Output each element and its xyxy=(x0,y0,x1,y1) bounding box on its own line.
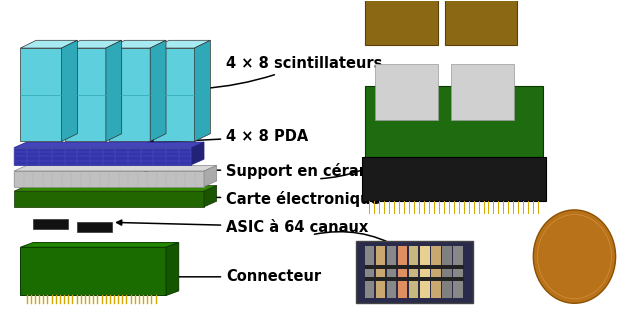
Bar xyxy=(356,241,473,303)
Bar xyxy=(398,246,408,298)
Text: 4 × 8 scintillateurs: 4 × 8 scintillateurs xyxy=(129,56,383,89)
Text: Carte électronique: Carte électronique xyxy=(142,191,381,207)
Polygon shape xyxy=(20,40,78,48)
Bar xyxy=(366,0,438,45)
Text: Connecteur: Connecteur xyxy=(139,269,321,284)
Bar xyxy=(363,157,546,201)
Polygon shape xyxy=(14,191,204,207)
Bar xyxy=(365,246,374,298)
Polygon shape xyxy=(14,171,204,187)
Bar xyxy=(365,277,464,281)
Bar xyxy=(33,219,68,229)
Polygon shape xyxy=(204,186,217,207)
Polygon shape xyxy=(14,148,191,165)
Bar xyxy=(451,64,515,120)
Bar xyxy=(442,246,452,298)
Text: ASIC à 64 canaux: ASIC à 64 canaux xyxy=(116,219,368,235)
Bar xyxy=(420,246,429,298)
Polygon shape xyxy=(150,40,166,141)
Polygon shape xyxy=(20,243,179,247)
Polygon shape xyxy=(65,48,106,141)
Bar xyxy=(387,246,396,298)
Polygon shape xyxy=(166,243,179,295)
Polygon shape xyxy=(14,165,217,171)
Bar xyxy=(445,0,518,45)
Polygon shape xyxy=(65,40,121,48)
Bar xyxy=(376,246,385,298)
Polygon shape xyxy=(153,48,195,141)
Polygon shape xyxy=(195,40,211,141)
Text: Support en céramique: Support en céramique xyxy=(142,163,410,179)
Bar xyxy=(365,265,464,269)
Polygon shape xyxy=(109,48,150,141)
Ellipse shape xyxy=(534,210,616,303)
Polygon shape xyxy=(62,40,78,141)
Text: 4 × 8 PDA: 4 × 8 PDA xyxy=(148,129,308,145)
Polygon shape xyxy=(153,40,211,48)
Polygon shape xyxy=(14,186,217,191)
Bar xyxy=(78,222,112,232)
Bar xyxy=(453,246,463,298)
Polygon shape xyxy=(109,40,166,48)
Polygon shape xyxy=(106,40,121,141)
Polygon shape xyxy=(204,165,217,187)
Bar xyxy=(375,64,438,120)
Polygon shape xyxy=(14,142,204,148)
Polygon shape xyxy=(191,142,204,165)
Bar xyxy=(366,86,543,163)
Polygon shape xyxy=(20,247,166,295)
Bar xyxy=(431,246,441,298)
Polygon shape xyxy=(20,48,62,141)
Bar xyxy=(409,246,418,298)
